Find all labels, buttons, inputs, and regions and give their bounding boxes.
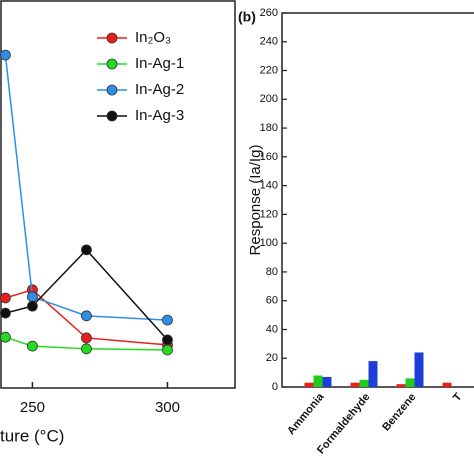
y-tick-label: 160 <box>260 151 278 163</box>
y-tick-label: 220 <box>260 64 278 76</box>
data-point <box>0 307 11 319</box>
bar <box>322 376 332 387</box>
data-point <box>162 314 173 326</box>
data-point <box>27 300 38 312</box>
data-point <box>27 340 38 352</box>
y-tick-label: 240 <box>260 36 278 48</box>
left-frame <box>0 0 236 389</box>
series-line <box>4 55 168 321</box>
y-tick-label: 100 <box>260 237 278 249</box>
y-tick-label: 20 <box>266 352 278 364</box>
data-point <box>81 332 92 344</box>
bar <box>304 382 314 387</box>
y-tick-label: 0 <box>272 381 278 393</box>
bar <box>414 352 424 387</box>
data-point <box>0 49 11 61</box>
data-point <box>162 344 173 356</box>
y-tick-label: 60 <box>266 295 278 307</box>
y-tick-label: 180 <box>260 122 278 134</box>
x-axis-label: ture (°C) <box>0 426 64 445</box>
y-tick-label: 40 <box>266 323 278 335</box>
bar <box>368 361 378 387</box>
data-point <box>81 244 92 256</box>
legend-label: In-Ag-2 <box>135 81 184 98</box>
y-tick-label: 140 <box>260 180 278 192</box>
series-line <box>5 336 168 351</box>
bar <box>396 384 406 387</box>
right-frame <box>281 12 474 388</box>
data-point <box>81 343 92 355</box>
legend-marker <box>106 110 118 122</box>
data-point <box>81 310 92 322</box>
bar <box>350 382 360 387</box>
x-tick-label: Ammonia <box>285 390 327 437</box>
x-tick-label: 300 <box>155 399 180 416</box>
y-tick-label: 120 <box>260 208 278 220</box>
y-tick-label: 260 <box>260 7 278 19</box>
data-point <box>0 292 11 304</box>
bar <box>359 379 369 387</box>
x-tick-label: Benzene <box>380 391 418 433</box>
legend-label: In₂O₃ <box>135 29 171 46</box>
legend-label: In-Ag-1 <box>135 55 184 72</box>
data-point <box>162 334 173 346</box>
data-point <box>0 331 11 343</box>
y-axis-label: Response (Ia/Ig) <box>247 145 264 256</box>
x-tick-label: 250 <box>20 399 45 416</box>
bar <box>405 378 415 387</box>
y-tick-label: 80 <box>266 266 278 278</box>
chart-title: (b) <box>238 9 256 25</box>
series-line <box>5 248 169 341</box>
bar <box>442 382 452 387</box>
legend-marker <box>106 58 118 70</box>
x-tick-label: T <box>451 391 465 404</box>
legend-marker <box>106 32 118 44</box>
y-tick-label: 200 <box>260 93 278 105</box>
data-point <box>27 291 38 303</box>
bar <box>313 375 323 387</box>
series-line <box>5 288 168 346</box>
legend-label: In-Ag-3 <box>135 107 184 124</box>
legend-marker <box>106 84 118 96</box>
